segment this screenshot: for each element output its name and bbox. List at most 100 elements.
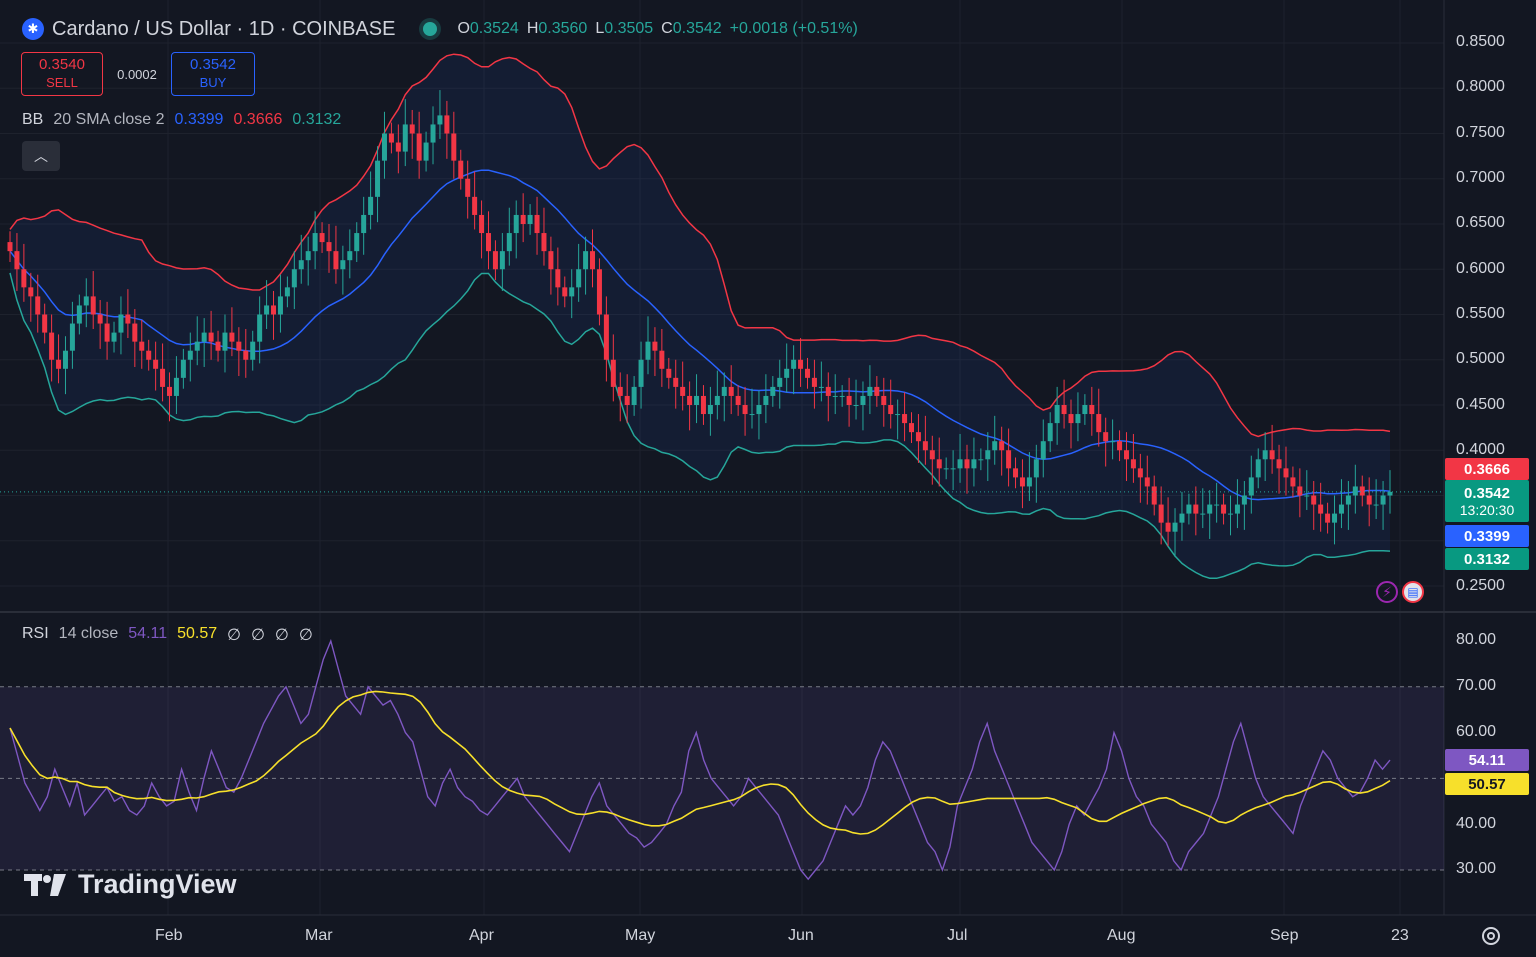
rsi-axis-label: 60.00 xyxy=(1456,723,1497,740)
candle-body xyxy=(492,251,498,270)
candle-body xyxy=(375,160,381,197)
candle-body xyxy=(1193,504,1199,514)
candle-body xyxy=(1172,522,1178,532)
candle-body xyxy=(1130,459,1136,469)
spread-value: 0.0002 xyxy=(117,66,157,82)
candle-body xyxy=(610,359,616,387)
candle-body xyxy=(62,350,68,369)
candle-body xyxy=(784,368,790,378)
candle-body xyxy=(284,287,290,297)
candle-body xyxy=(437,115,443,125)
symbol-title[interactable]: Cardano / US Dollar · 1D · COINBASE xyxy=(52,17,396,40)
candle-body xyxy=(1366,495,1372,505)
chevron-up-icon[interactable]: ︿ xyxy=(22,141,60,171)
time-axis-label: 23 xyxy=(1391,927,1409,944)
candle-body xyxy=(160,368,166,387)
price-axis-label: 0.5500 xyxy=(1456,305,1505,322)
candle-body xyxy=(416,133,422,161)
candle-body xyxy=(173,377,179,396)
candle-body xyxy=(617,386,623,396)
candle-body xyxy=(874,386,880,396)
time-axis-label: May xyxy=(625,927,656,944)
candle-body xyxy=(153,359,159,369)
bb-upper-badge: 0.3666 xyxy=(1445,458,1529,480)
candle-body xyxy=(895,414,901,416)
candle-body xyxy=(1137,468,1143,478)
candle-body xyxy=(846,395,852,405)
candle-body xyxy=(243,350,249,360)
candle-body xyxy=(687,395,693,405)
rsi-axis-label: 70.00 xyxy=(1456,677,1497,694)
bb-lower-badge: 0.3132 xyxy=(1445,548,1529,570)
rsi-pane xyxy=(0,638,1444,881)
buy-button[interactable]: 0.3542 BUY xyxy=(171,52,255,96)
candle-body xyxy=(818,386,824,388)
candle-body xyxy=(298,260,304,270)
candle-body xyxy=(576,269,582,288)
candle-body xyxy=(305,251,311,261)
rsi-axis-label: 80.00 xyxy=(1456,631,1497,648)
bb-fill xyxy=(10,54,1390,579)
rsi-ma-line xyxy=(9,690,1391,835)
bb-legend[interactable]: BB 20 SMA close 2 0.3399 0.3666 0.3132 xyxy=(22,111,342,128)
us-flag-icon[interactable]: ▤ xyxy=(1402,581,1424,603)
candle-body xyxy=(479,214,485,234)
candle-body xyxy=(333,251,339,270)
candle-body xyxy=(957,459,963,469)
candle-body xyxy=(624,395,630,405)
sell-button[interactable]: 0.3540 SELL xyxy=(21,52,103,96)
candle-body xyxy=(340,260,346,270)
candle-body xyxy=(1359,486,1365,496)
candle-body xyxy=(451,133,457,161)
candle-body xyxy=(139,341,145,351)
candle-body xyxy=(201,332,207,342)
tradingview-logo[interactable]: TradingView xyxy=(24,869,237,900)
candle-body xyxy=(222,332,228,351)
candle-body xyxy=(721,386,727,396)
candle-body xyxy=(187,350,193,360)
candles xyxy=(0,90,1444,558)
candle-body xyxy=(1040,441,1046,460)
candle-body xyxy=(1304,495,1310,497)
candle-body xyxy=(804,368,810,378)
candle-body xyxy=(1297,486,1303,496)
candle-body xyxy=(264,305,270,315)
candle-body xyxy=(506,233,512,252)
candle-body xyxy=(999,441,1005,451)
candle-body xyxy=(631,386,637,405)
bb-lower-line xyxy=(9,272,1391,580)
candle-body xyxy=(1255,459,1261,478)
candle-body xyxy=(1075,414,1081,424)
trade-panel: 0.3540 SELL 0.0002 0.3542 BUY xyxy=(21,52,255,96)
candle-body xyxy=(104,323,110,342)
rsi-legend[interactable]: RSI 14 close 54.11 50.57 ∅ ∅ ∅ ∅ xyxy=(22,625,313,644)
candle-body xyxy=(1283,468,1289,478)
candle-body xyxy=(596,269,602,315)
candle-body xyxy=(992,441,998,451)
lightning-icon[interactable]: ⚡ xyxy=(1376,581,1398,603)
settings-gear-icon[interactable] xyxy=(1480,925,1502,947)
candle-body xyxy=(1179,513,1185,523)
candle-body xyxy=(132,323,138,342)
candle-body xyxy=(541,233,547,252)
candle-body xyxy=(1047,423,1053,442)
candle-body xyxy=(756,405,762,415)
price-axis-label: 0.5000 xyxy=(1456,350,1505,367)
candle-body xyxy=(825,386,831,396)
candle-body xyxy=(728,386,734,396)
candle-body xyxy=(250,341,256,360)
price-axis-label: 0.2500 xyxy=(1456,577,1505,594)
candle-body xyxy=(680,386,686,396)
candle-body xyxy=(1054,405,1060,424)
candle-body xyxy=(1311,495,1317,505)
candle-body xyxy=(430,124,436,143)
candle-body xyxy=(673,377,679,387)
market-status-icon[interactable] xyxy=(423,22,438,36)
candle-body xyxy=(49,332,55,360)
candle-body xyxy=(1117,441,1123,451)
candle-body xyxy=(1123,450,1129,460)
candle-body xyxy=(361,214,367,234)
candle-body xyxy=(146,350,152,360)
candle-body xyxy=(312,233,318,252)
